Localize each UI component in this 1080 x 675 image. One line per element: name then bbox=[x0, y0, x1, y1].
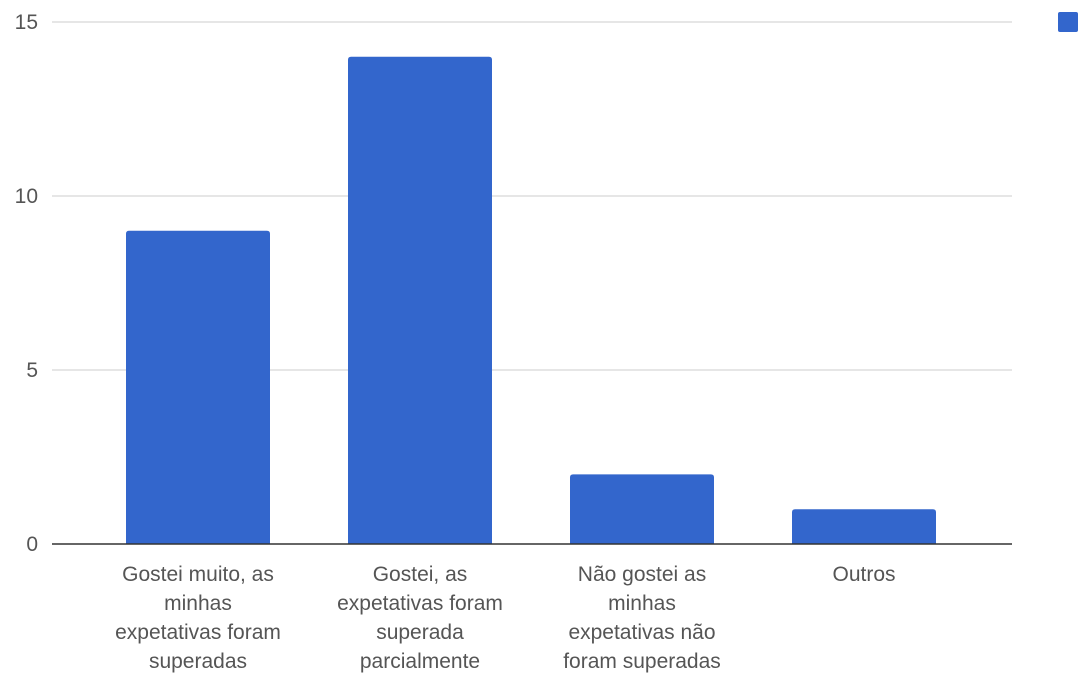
x-category-label: Outros bbox=[832, 563, 895, 586]
x-category-label-line: minhas bbox=[608, 592, 676, 615]
y-tick-label: 5 bbox=[26, 359, 38, 382]
legend-swatch bbox=[1058, 12, 1078, 32]
x-category-label-line: Outros bbox=[832, 563, 895, 586]
x-category-label-line: Não gostei as bbox=[578, 563, 706, 586]
x-category-label-line: expetativas foram bbox=[115, 621, 281, 644]
bar bbox=[348, 56, 492, 545]
x-category-label-line: superada bbox=[376, 621, 464, 644]
y-tick-label: 10 bbox=[15, 185, 38, 208]
x-category-label: Gostei muito, as minhas expetativas foram s… bbox=[115, 563, 281, 673]
x-category-label-line: parcialmente bbox=[360, 650, 480, 673]
x-category-label-line: Gostei muito, as bbox=[122, 563, 274, 586]
x-category-label: Não gostei as minhas expetativas não foram … bbox=[563, 563, 721, 673]
bars bbox=[126, 56, 936, 545]
x-category-label-line: expetativas não bbox=[568, 621, 715, 644]
x-category-label-line: minhas bbox=[164, 592, 232, 615]
legend bbox=[1058, 12, 1078, 32]
x-category-label-line: Gostei, as bbox=[373, 563, 468, 586]
bar bbox=[570, 474, 714, 544]
bar bbox=[126, 230, 270, 545]
x-category-label: Gostei, as expetativas foram superada parci… bbox=[337, 563, 503, 673]
bar bbox=[792, 509, 936, 544]
x-category-labels: Gostei muito, as minhas expetativas foram s… bbox=[115, 563, 895, 673]
y-tick-label: 0 bbox=[26, 533, 38, 556]
x-category-label-line: expetativas foram bbox=[337, 592, 503, 615]
y-tick-label: 15 bbox=[15, 11, 38, 34]
y-tick-labels: 0 5 10 15 bbox=[15, 11, 38, 556]
x-category-label-line: superadas bbox=[149, 650, 247, 673]
x-category-label-line: foram superadas bbox=[563, 650, 721, 673]
